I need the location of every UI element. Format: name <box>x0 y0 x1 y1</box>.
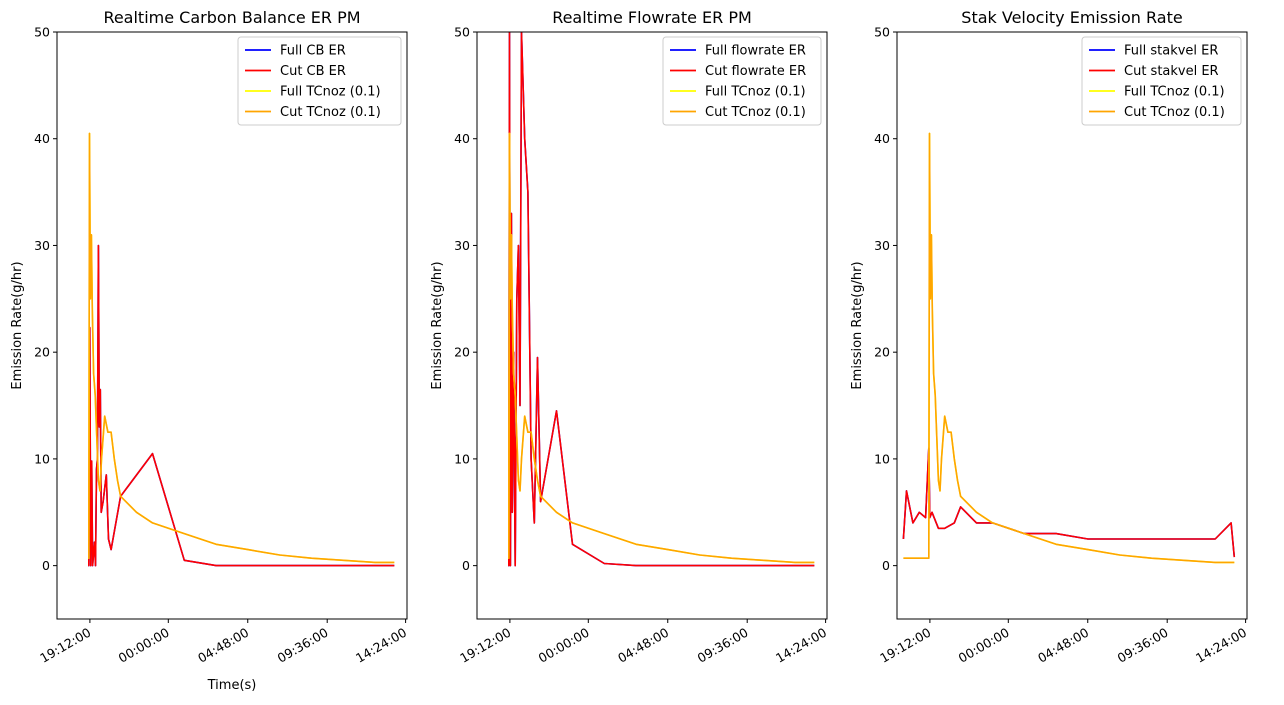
y-axis-label: Emission Rate(g/hr) <box>850 261 865 389</box>
series-line-4 <box>508 132 815 564</box>
y-tick-label: 30 <box>874 238 890 253</box>
x-tick-label: 14:24:00 <box>773 625 829 666</box>
y-tick-label: 20 <box>874 345 890 360</box>
legend-label-2: Cut flowrate ER <box>705 64 806 79</box>
series-line-4 <box>88 132 395 564</box>
y-tick-label: 30 <box>34 238 50 253</box>
series-line-3 <box>903 132 1235 564</box>
y-tick-label: 30 <box>454 238 470 253</box>
series-line-1 <box>902 447 1236 558</box>
y-tick-label: 20 <box>454 345 470 360</box>
series-group <box>902 132 1236 564</box>
legend: Full CB ER Cut CB ER Full TCnoz (0.1) Cut T… <box>237 36 402 126</box>
x-tick-label: 14:24:00 <box>353 625 409 666</box>
series-line-1 <box>88 244 395 567</box>
series-line-3 <box>88 132 395 564</box>
chart-panel-1: Realtime Carbon Balance ER PM 0 10 20 30 40 50… <box>10 8 409 693</box>
plot-frame <box>56 31 408 620</box>
legend-label-1: Full stakvel ER <box>1124 44 1218 59</box>
legend-label-4: Cut TCnoz (0.1) <box>280 105 381 120</box>
x-tick-label: 19:12:00 <box>457 625 513 666</box>
legend-label-3: Full TCnoz (0.1) <box>280 85 381 100</box>
legend-label-1: Full CB ER <box>280 44 346 59</box>
y-tick-label: 50 <box>34 25 50 40</box>
chart-title: Realtime Flowrate ER PM <box>552 8 752 27</box>
series-line-4 <box>903 132 1235 564</box>
legend-box <box>1081 36 1242 126</box>
series-group <box>88 132 395 567</box>
x-tick-label: 04:48:00 <box>615 625 671 666</box>
legend-label-3: Full TCnoz (0.1) <box>705 85 806 100</box>
y-tick-label: 0 <box>462 558 470 573</box>
legend-label-4: Cut TCnoz (0.1) <box>1124 105 1225 120</box>
chart-title: Stak Velocity Emission Rate <box>961 8 1182 27</box>
series-line-2 <box>88 244 395 567</box>
legend-box <box>662 36 822 126</box>
legend-label-1: Full flowrate ER <box>705 44 806 59</box>
y-tick-label: 50 <box>454 25 470 40</box>
y-tick-label: 40 <box>34 131 50 146</box>
y-tick-label: 40 <box>454 131 470 146</box>
x-tick-label: 09:36:00 <box>1115 625 1171 666</box>
legend-label-2: Cut stakvel ER <box>1124 64 1219 79</box>
legend: Full flowrate ER Cut flowrate ER Full TCno… <box>662 36 822 126</box>
x-axis-label: Time(s) <box>207 678 257 693</box>
y-tick-label: 10 <box>34 451 50 466</box>
y-axis-label: Emission Rate(g/hr) <box>430 261 445 389</box>
y-tick-label: 0 <box>882 558 890 573</box>
x-tick-label: 19:12:00 <box>37 625 93 666</box>
plot-frame <box>896 31 1248 620</box>
x-tick-label: 09:36:00 <box>275 625 331 666</box>
y-tick-label: 10 <box>874 451 890 466</box>
y-axis-label: Emission Rate(g/hr) <box>10 261 25 389</box>
x-tick-label: 14:24:00 <box>1193 625 1249 666</box>
chart-panel-3: Stak Velocity Emission Rate 0 10 20 30 40 50 19… <box>850 8 1249 666</box>
chart-panel-2: Realtime Flowrate ER PM 0 10 20 30 40 50 19:12:… <box>430 8 829 666</box>
legend: Full stakvel ER Cut stakvel ER Full TCnoz … <box>1081 36 1242 126</box>
x-tick-label: 19:12:00 <box>877 625 933 666</box>
x-tick-label: 00:00:00 <box>536 625 592 666</box>
y-tick-label: 50 <box>874 25 890 40</box>
y-tick-label: 0 <box>42 558 50 573</box>
series-line-3 <box>508 132 815 564</box>
x-tick-label: 04:48:00 <box>1035 625 1091 666</box>
y-tick-label: 20 <box>34 345 50 360</box>
legend-label-4: Cut TCnoz (0.1) <box>705 105 806 120</box>
x-tick-label: 09:36:00 <box>695 625 751 666</box>
plot-frame <box>476 31 828 620</box>
legend-box <box>237 36 402 126</box>
x-tick-label: 00:00:00 <box>116 625 172 666</box>
y-tick-label: 40 <box>874 131 890 146</box>
series-group <box>508 32 815 567</box>
series-line-2 <box>902 447 1236 558</box>
legend-label-2: Cut CB ER <box>280 64 346 79</box>
legend-label-3: Full TCnoz (0.1) <box>1124 85 1225 100</box>
x-tick-label: 04:48:00 <box>195 625 251 666</box>
y-tick-label: 10 <box>454 451 470 466</box>
x-tick-label: 00:00:00 <box>956 625 1012 666</box>
chart-title: Realtime Carbon Balance ER PM <box>103 8 360 27</box>
